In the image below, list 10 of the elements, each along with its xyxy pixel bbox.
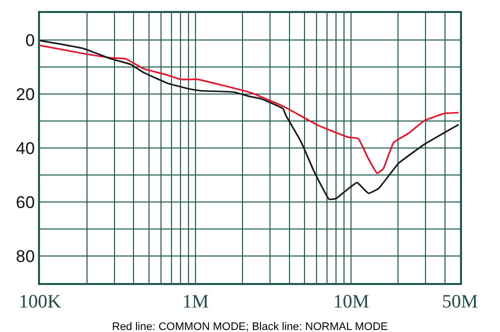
text: Red line: COMMON MODE; Black line: NORMAL MODE bbox=[112, 321, 388, 332]
y-tick-label: 20 bbox=[16, 84, 35, 104]
x-tick-label: 50M bbox=[442, 292, 478, 313]
y-tick-label: 60 bbox=[16, 192, 35, 212]
x-tick-label: 100K bbox=[18, 292, 62, 313]
y-tick-label: 0 bbox=[25, 30, 35, 50]
y-tick-label: 40 bbox=[16, 138, 35, 158]
x-tick-label: 10M bbox=[333, 292, 370, 313]
y-tick-label: 80 bbox=[16, 246, 35, 266]
x-tick-label: 1M bbox=[182, 292, 209, 313]
